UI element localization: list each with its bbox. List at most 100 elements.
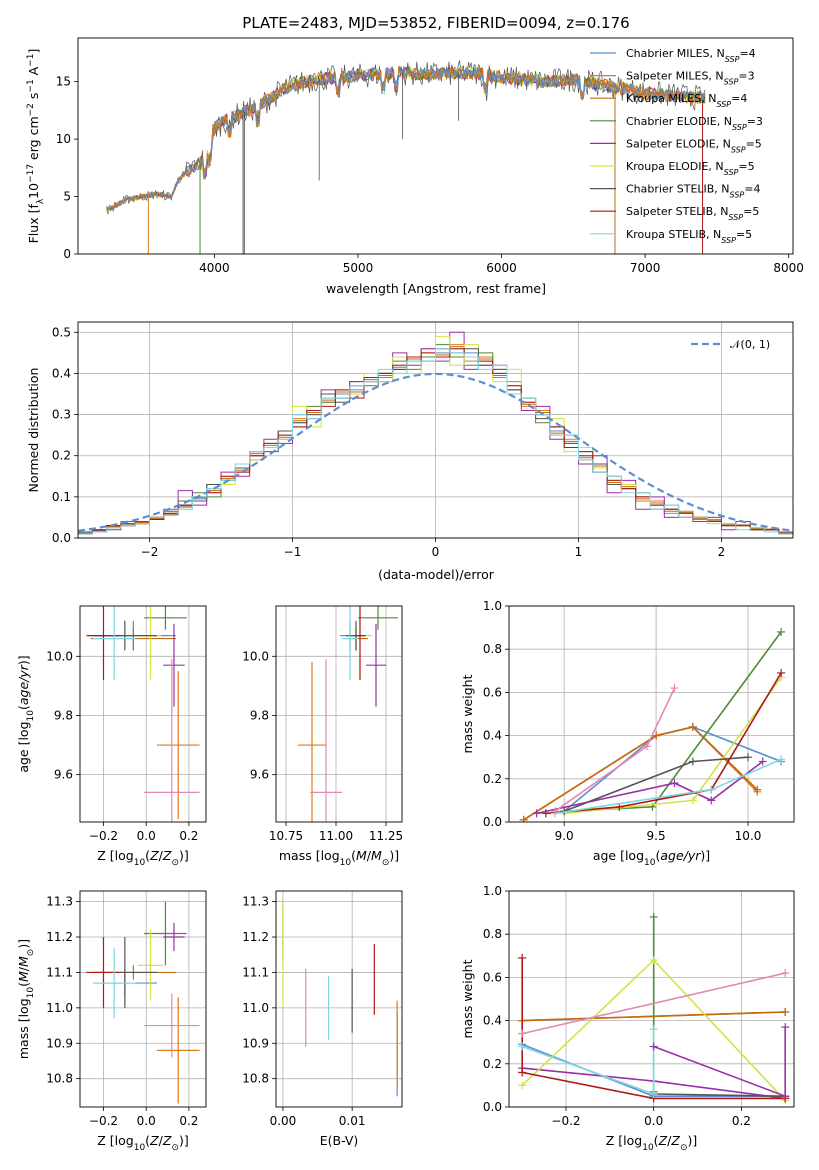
legend-label-normal: 𝒩(0, 1) xyxy=(730,338,770,351)
x-axis-label: mass [log10(M/M⊙)] xyxy=(279,848,399,868)
legend-name: Salpeter MILES, N xyxy=(626,70,724,83)
legend-label: Salpeter MILES, NSSP=3 xyxy=(626,70,755,87)
label-part: / xyxy=(667,1133,672,1148)
y-axis-label: age [log10(age/yr)] xyxy=(16,655,36,772)
legend-sub: SSP xyxy=(716,100,731,109)
legend-label: Kroupa STELIB, NSSP=5 xyxy=(626,228,752,245)
label-part: )] xyxy=(179,848,189,863)
label-part: ( xyxy=(351,848,356,863)
y-tick-label: 10.8 xyxy=(46,1072,73,1086)
label-part: Z xyxy=(670,1133,680,1148)
y-tick-label: 0.6 xyxy=(483,970,502,984)
label-part: / xyxy=(159,1133,164,1148)
y-tick-label: 10 xyxy=(56,132,71,146)
massweight-vs-metallicity-panel: −0.2 0.0 0.20.00.20.40.60.81.0Z [log10(Z/Z… xyxy=(460,884,795,1153)
y-tick-label: 0.4 xyxy=(52,366,71,380)
y-tick-label: 9.8 xyxy=(54,708,73,722)
legend-value: =5 xyxy=(743,205,759,218)
label-part: Z [log xyxy=(97,1133,133,1148)
x-tick-label: 2 xyxy=(718,545,726,559)
label-part: 10 xyxy=(644,858,656,868)
y-tick-label: 1.0 xyxy=(483,884,502,898)
label-part: age [log xyxy=(593,848,644,863)
y-tick-label: 0.0 xyxy=(483,1100,502,1114)
y-tick-label: 0.4 xyxy=(483,1014,502,1028)
x-tick-label: −2 xyxy=(141,545,159,559)
label-part: ⊙ xyxy=(171,1143,179,1153)
label-part: Z xyxy=(162,1133,172,1148)
label-part: )] xyxy=(389,848,399,863)
label-part: ( xyxy=(16,982,31,987)
y-tick-label: 11.3 xyxy=(242,895,269,909)
label-part: Z [log xyxy=(97,848,133,863)
mass-vs-metallicity-panel: −0.2 0.0 0.2 10.8 10.9 11.0 11.1 11.2 11.3 Z [log… xyxy=(16,890,207,1153)
axes-frame xyxy=(79,890,207,1108)
label-part: / xyxy=(159,848,164,863)
y-tick-label: 5 xyxy=(63,190,71,204)
y-tick-label: 0 xyxy=(63,247,71,261)
label-part: 10 xyxy=(26,710,36,722)
x-tick-label: 0.2 xyxy=(179,1114,198,1128)
y-tick-label: 1.0 xyxy=(483,599,502,613)
label-part: 10 xyxy=(340,858,352,868)
x-axis-label: E(B-V) xyxy=(320,1133,359,1148)
legend-value: =5 xyxy=(738,160,754,173)
figure-title: PLATE=2483, MJD=53852, FIBERID=0094, z=0… xyxy=(242,14,629,32)
x-tick-label: 6000 xyxy=(486,261,517,275)
label-part: s xyxy=(26,93,41,104)
label-part: )] xyxy=(687,1133,697,1148)
y-tick-label: 9.6 xyxy=(54,768,73,782)
y-tick-label: 10.0 xyxy=(242,649,269,663)
x-tick-label: 11.00 xyxy=(319,829,353,843)
legend-name: Kroupa STELIB, N xyxy=(626,228,721,241)
label-part: )] xyxy=(16,655,31,665)
legend-name: Chabrier MILES, N xyxy=(626,47,725,60)
y-tick-label: 9.8 xyxy=(250,708,269,722)
axes-frame xyxy=(275,605,403,823)
label-part: 10 xyxy=(134,1143,146,1153)
label-part: mass [log xyxy=(279,848,340,863)
legend-name: Kroupa ELODIE, N xyxy=(626,160,724,173)
label-part: ⊙ xyxy=(171,858,179,868)
x-tick-label: −0.2 xyxy=(551,1114,580,1128)
y-tick-label: 11.2 xyxy=(242,930,269,944)
legend-sub: SSP xyxy=(730,190,745,199)
y-tick-label: 0.2 xyxy=(483,772,502,786)
x-tick-label: 9.5 xyxy=(647,829,666,843)
legend-label: Salpeter ELODIE, NSSP=5 xyxy=(626,137,762,154)
x-tick-label: 8000 xyxy=(773,261,804,275)
label-part: M xyxy=(356,848,367,863)
x-axis-label: (data-model)/error xyxy=(378,567,495,582)
legend-value: =5 xyxy=(746,137,762,150)
y-tick-label: 0.2 xyxy=(52,449,71,463)
x-tick-label: 7000 xyxy=(630,261,661,275)
y-tick-label: 11.1 xyxy=(46,965,73,979)
y-tick-label: 11.2 xyxy=(46,930,73,944)
label-part: M xyxy=(16,971,31,982)
legend-value: =4 xyxy=(731,92,747,105)
legend-name: Chabrier ELODIE, N xyxy=(626,115,732,128)
label-part: M xyxy=(16,956,31,967)
legend-label: Salpeter STELIB, NSSP=5 xyxy=(626,205,759,222)
legend-label: Kroupa ELODIE, NSSP=5 xyxy=(626,160,755,177)
legend-label: Chabrier MILES, NSSP=4 xyxy=(626,47,756,64)
histogram-step xyxy=(78,348,793,538)
x-tick-label: 0.00 xyxy=(270,1114,297,1128)
x-tick-label: −0.2 xyxy=(89,1114,118,1128)
legend-label: Chabrier STELIB, NSSP=4 xyxy=(626,183,760,200)
axes-frame xyxy=(275,890,403,1108)
y-tick-label: 0.1 xyxy=(52,490,71,504)
y-axis-label: Normed distribution xyxy=(26,368,41,493)
x-axis-label: wavelength [Angstrom, rest frame] xyxy=(326,281,546,296)
label-part: Z [log xyxy=(606,1133,642,1148)
y-tick-label: 0.4 xyxy=(483,729,502,743)
label-part: −1 xyxy=(26,79,36,92)
label-part: Z xyxy=(658,1133,668,1148)
label-part: M xyxy=(371,848,382,863)
y-axis-label: mass weight xyxy=(460,674,475,753)
x-tick-label: 0.0 xyxy=(137,1114,156,1128)
y-tick-label: 0.0 xyxy=(52,531,71,545)
label-part: ] xyxy=(26,49,41,54)
